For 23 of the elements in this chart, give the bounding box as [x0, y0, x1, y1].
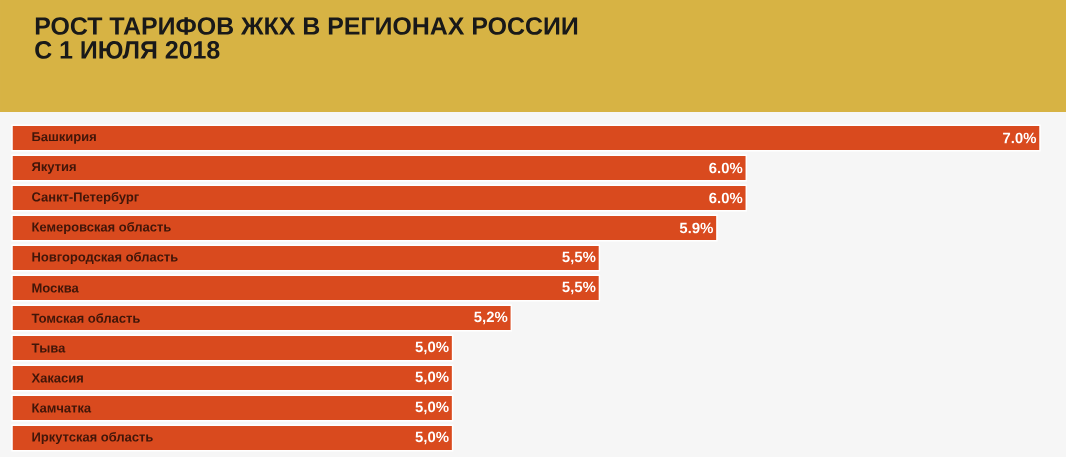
y-tick-label: Хакасия — [31, 373, 83, 383]
y-tick-label: Томская область — [31, 313, 140, 323]
y-tick-label: Санкт-Петербург — [32, 191, 139, 205]
data-label: 5,0% — [415, 401, 449, 415]
chart-title: РОСТ ТАРИФОВ ЖКХ В РЕГИОНАХ РОССИИ С 1 ИЮЛЯ 2018 — [35, 17, 578, 59]
data-label: 6.0% — [709, 192, 743, 204]
data-label: 5,2% — [474, 311, 508, 325]
data-label: 7.0% — [1003, 132, 1037, 144]
data-label: 6.0% — [709, 162, 743, 174]
y-tick-label: Кемеровская область — [32, 221, 171, 235]
y-tick-label: Москва — [32, 283, 79, 293]
data-label: 5,0% — [415, 371, 449, 385]
y-tick-label: Камчатка — [32, 403, 92, 413]
y-tick-label: Башкирия — [32, 132, 96, 144]
y-tick-label: Иркутская область — [32, 431, 153, 445]
y-tick-label: Тыва — [31, 343, 66, 353]
data-label: 5,5% — [562, 251, 596, 265]
data-label: 5.9% — [679, 222, 714, 234]
data-label: 5,5% — [562, 281, 596, 295]
y-tick-label: Новгородская область — [32, 251, 178, 265]
data-label: 5,0% — [415, 341, 449, 355]
data-label: 5,0% — [415, 431, 449, 445]
y-tick-label: Якутия — [31, 162, 76, 174]
